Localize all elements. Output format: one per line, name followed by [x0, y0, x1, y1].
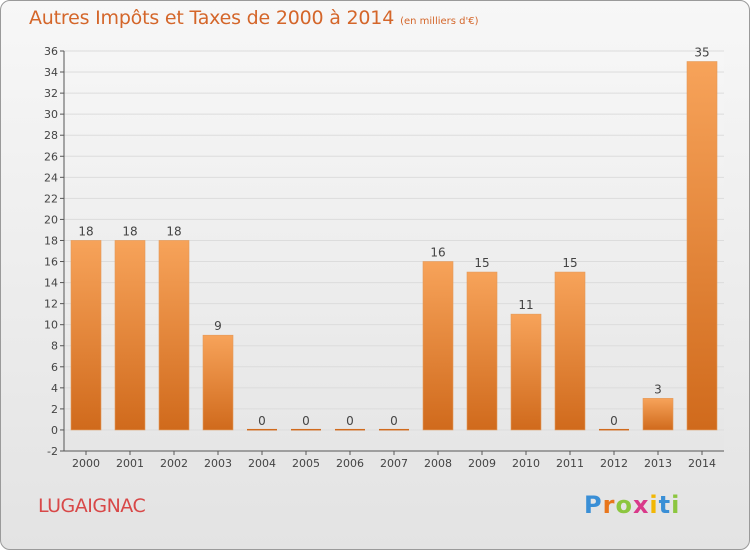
- data-label: 0: [302, 414, 310, 428]
- bar: [335, 428, 365, 431]
- data-label: 0: [390, 414, 398, 428]
- y-tick-label: 12: [44, 298, 58, 311]
- y-tick-label: 34: [44, 66, 58, 79]
- x-tick-label: 2000: [72, 457, 100, 470]
- data-label: 0: [346, 414, 354, 428]
- data-label: 0: [610, 414, 618, 428]
- bar: [642, 398, 674, 431]
- brand-letter: x: [632, 491, 650, 519]
- y-tick-label: 26: [44, 150, 58, 163]
- bar: [70, 240, 102, 431]
- bar: [158, 240, 190, 431]
- x-tick-label: 2002: [160, 457, 188, 470]
- data-label: 16: [430, 246, 445, 260]
- x-tick-label: 2012: [600, 457, 628, 470]
- y-tick-label: 4: [51, 382, 58, 395]
- y-tick-label: 18: [44, 234, 58, 247]
- x-tick-label: 2003: [204, 457, 232, 470]
- data-label: 9: [214, 319, 222, 333]
- bar: [379, 428, 409, 431]
- brand-letter: t: [658, 491, 672, 519]
- y-tick-label: 28: [44, 129, 58, 142]
- y-tick-label: 10: [44, 319, 58, 332]
- data-label: 0: [258, 414, 266, 428]
- brand-letter: r: [602, 491, 616, 519]
- x-tick-label: 2009: [468, 457, 496, 470]
- bar: [510, 313, 542, 431]
- y-tick-label: 20: [44, 213, 58, 226]
- brand-logo: Proxiti: [584, 491, 680, 519]
- y-tick-label: 6: [51, 361, 58, 374]
- title-row: Autres Impôts et Taxes de 2000 à 2014 (en…: [29, 7, 479, 29]
- x-axis: 2000 2001 2002 2003 2004 2005 2006 2007 2008 2009…: [64, 450, 724, 470]
- y-tick-label: 16: [44, 256, 58, 269]
- bar: [686, 61, 718, 431]
- x-tick-label: 2013: [644, 457, 672, 470]
- y-tick-label: 24: [44, 171, 58, 184]
- y-tick-label: 22: [44, 192, 58, 205]
- bar: [247, 428, 277, 431]
- x-tick-label: 2006: [336, 457, 364, 470]
- x-tick-label: 2007: [380, 457, 408, 470]
- bar: [599, 428, 629, 431]
- y-tick-label: 32: [44, 87, 58, 100]
- data-labels: 18 18 18 9 0 0 0 0 16 15 11 15 0 3 35: [78, 46, 709, 428]
- x-tick-label: 2004: [248, 457, 276, 470]
- data-label: 18: [166, 224, 181, 238]
- bar: [114, 240, 146, 431]
- data-label: 15: [562, 256, 577, 270]
- x-tick-label: 2011: [556, 457, 584, 470]
- x-tick-label: 2005: [292, 457, 320, 470]
- data-label: 18: [78, 224, 93, 238]
- data-label: 18: [122, 224, 137, 238]
- brand-letter: P: [584, 491, 603, 519]
- bar: [291, 428, 321, 431]
- bar: [466, 271, 498, 431]
- chart-title: Autres Impôts et Taxes de 2000 à 2014: [29, 7, 395, 29]
- y-tick-label: 36: [44, 45, 58, 58]
- y-tick-label: 8: [51, 340, 58, 353]
- bars: [70, 61, 718, 431]
- brand-letter: i: [671, 491, 681, 519]
- brand-letter: o: [615, 491, 633, 519]
- x-tick-label: 2014: [688, 457, 716, 470]
- city-name: LUGAIGNAC: [38, 495, 146, 517]
- data-label: 11: [518, 298, 533, 312]
- y-tick-label: 0: [51, 424, 58, 437]
- y-tick-label: 30: [44, 108, 58, 121]
- x-tick-label: 2001: [116, 457, 144, 470]
- data-label: 15: [474, 256, 489, 270]
- data-label: 35: [694, 46, 709, 60]
- x-tick-label: 2008: [424, 457, 452, 470]
- y-tick-label: 14: [44, 277, 58, 290]
- y-tick-label: -2: [47, 445, 58, 458]
- bar: [554, 271, 586, 431]
- y-tick-label: 2: [51, 403, 58, 416]
- brand-letter: i: [649, 491, 659, 519]
- x-tick-label: 2010: [512, 457, 540, 470]
- data-label: 3: [654, 382, 662, 396]
- bar: [422, 261, 454, 431]
- bar: [202, 334, 234, 431]
- chart-subtitle: (en milliers d'€): [400, 16, 479, 27]
